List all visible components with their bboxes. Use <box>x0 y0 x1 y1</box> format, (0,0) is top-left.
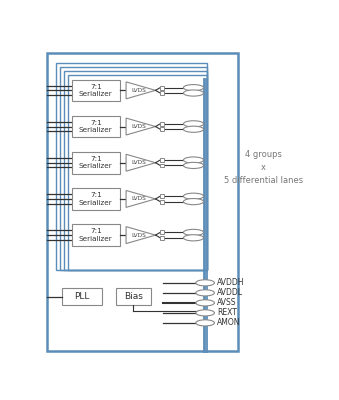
Polygon shape <box>126 190 156 207</box>
Bar <box>62 288 102 305</box>
Polygon shape <box>126 154 156 171</box>
Bar <box>160 236 164 240</box>
Bar <box>72 224 120 246</box>
Bar <box>160 86 164 90</box>
Ellipse shape <box>196 300 215 306</box>
Text: 7:1
Serializer: 7:1 Serializer <box>79 84 113 97</box>
Bar <box>160 194 164 198</box>
Text: AVDDL: AVDDL <box>217 288 243 297</box>
Bar <box>68 75 207 270</box>
Text: AVSS: AVSS <box>217 298 236 307</box>
Text: 7:1
Serializer: 7:1 Serializer <box>79 192 113 206</box>
Bar <box>60 67 207 270</box>
Polygon shape <box>126 82 156 99</box>
Text: 7:1
Serializer: 7:1 Serializer <box>79 228 113 242</box>
Ellipse shape <box>196 310 215 316</box>
Text: LVDS: LVDS <box>131 124 146 129</box>
Bar <box>72 188 120 210</box>
Text: AVDDH: AVDDH <box>217 278 244 287</box>
Polygon shape <box>126 118 156 135</box>
Ellipse shape <box>183 198 204 205</box>
Bar <box>72 116 120 137</box>
Text: 7:1
Serializer: 7:1 Serializer <box>79 156 113 170</box>
Bar <box>56 63 207 270</box>
Text: 7:1
Serializer: 7:1 Serializer <box>79 120 113 133</box>
Ellipse shape <box>183 84 204 91</box>
Ellipse shape <box>196 280 215 286</box>
Bar <box>116 288 151 305</box>
Ellipse shape <box>183 90 204 96</box>
Bar <box>160 164 164 167</box>
Polygon shape <box>126 227 156 244</box>
Text: PLL: PLL <box>74 292 89 301</box>
Text: Bias: Bias <box>124 292 143 301</box>
Text: AMON: AMON <box>217 318 240 327</box>
Text: LVDS: LVDS <box>131 233 146 238</box>
Bar <box>160 230 164 234</box>
Bar <box>160 91 164 95</box>
Ellipse shape <box>196 290 215 296</box>
Bar <box>160 127 164 131</box>
Text: 4 groups
x
5 differential lanes: 4 groups x 5 differential lanes <box>224 150 303 185</box>
Bar <box>64 71 207 270</box>
Ellipse shape <box>183 235 204 241</box>
Text: LVDS: LVDS <box>131 196 146 202</box>
Ellipse shape <box>183 229 204 236</box>
Bar <box>72 152 120 174</box>
Bar <box>47 53 238 351</box>
Bar <box>160 122 164 126</box>
Ellipse shape <box>183 162 204 168</box>
Ellipse shape <box>183 193 204 199</box>
Bar <box>72 80 120 101</box>
Ellipse shape <box>183 126 204 132</box>
Ellipse shape <box>196 320 215 326</box>
Text: LVDS: LVDS <box>131 88 146 93</box>
Bar <box>160 200 164 204</box>
Text: LVDS: LVDS <box>131 160 146 165</box>
Bar <box>160 158 164 162</box>
Ellipse shape <box>183 121 204 127</box>
Text: REXT: REXT <box>217 308 237 317</box>
Ellipse shape <box>183 157 204 163</box>
